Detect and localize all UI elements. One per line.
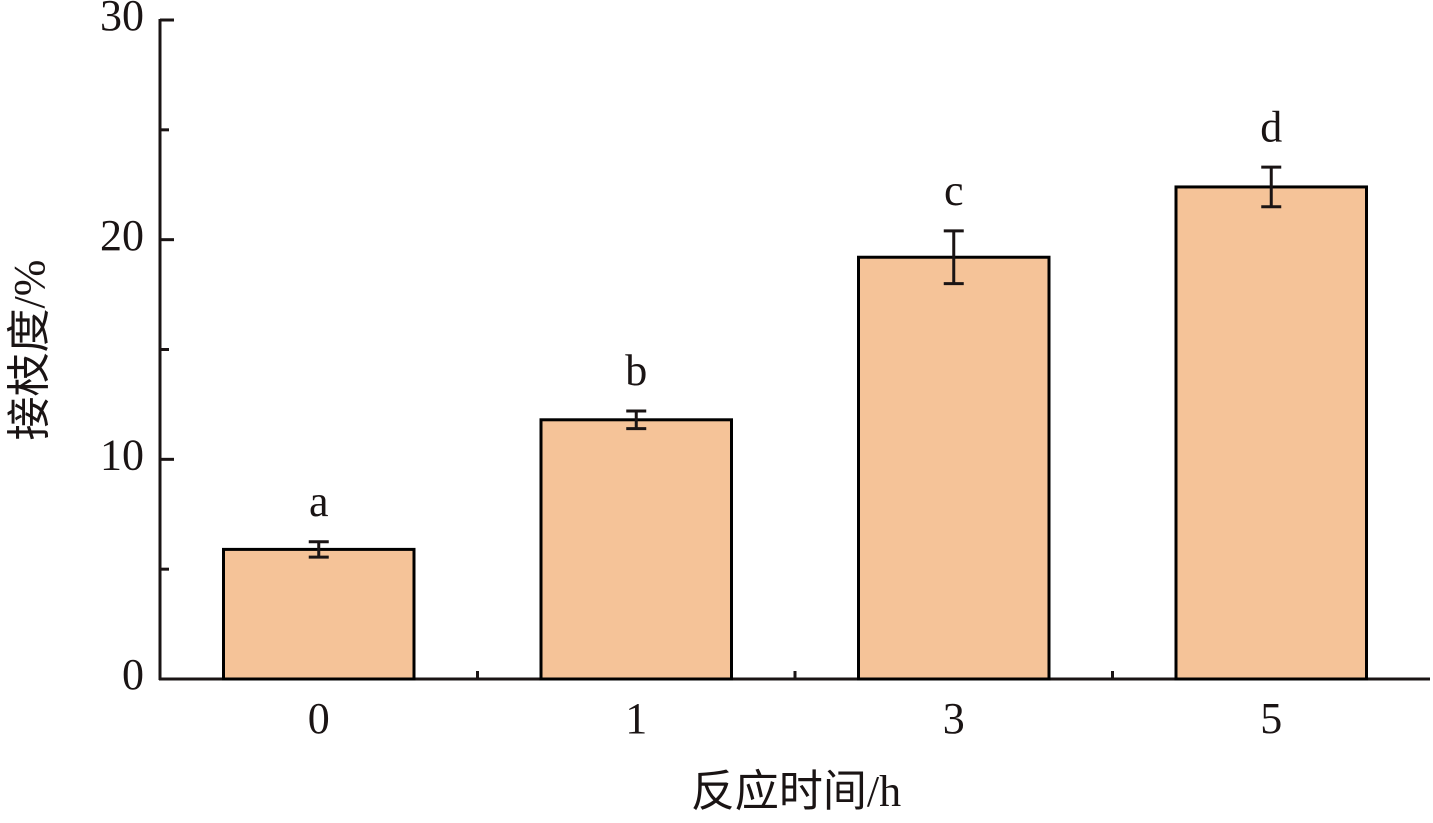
- x-axis-label: 反应时间/h: [691, 767, 901, 816]
- y-tick-label: 0: [122, 650, 144, 699]
- x-tick-label: 3: [943, 694, 965, 743]
- bar: [857, 255, 1051, 681]
- annotation: a: [309, 477, 329, 526]
- y-tick-label: 10: [100, 430, 144, 479]
- y-tick-label: 30: [100, 0, 144, 40]
- y-tick-label: 20: [100, 211, 144, 260]
- y-axis-label: 接枝度/%: [5, 260, 54, 441]
- bar: [539, 418, 733, 681]
- bar: [222, 547, 416, 681]
- x-tick-label: 1: [625, 694, 647, 743]
- annotation: b: [625, 346, 647, 395]
- x-tick-label: 5: [1260, 694, 1282, 743]
- annotation: c: [944, 166, 964, 215]
- x-tick-label: 0: [308, 694, 330, 743]
- annotation: d: [1260, 102, 1282, 151]
- bar: [1174, 185, 1368, 681]
